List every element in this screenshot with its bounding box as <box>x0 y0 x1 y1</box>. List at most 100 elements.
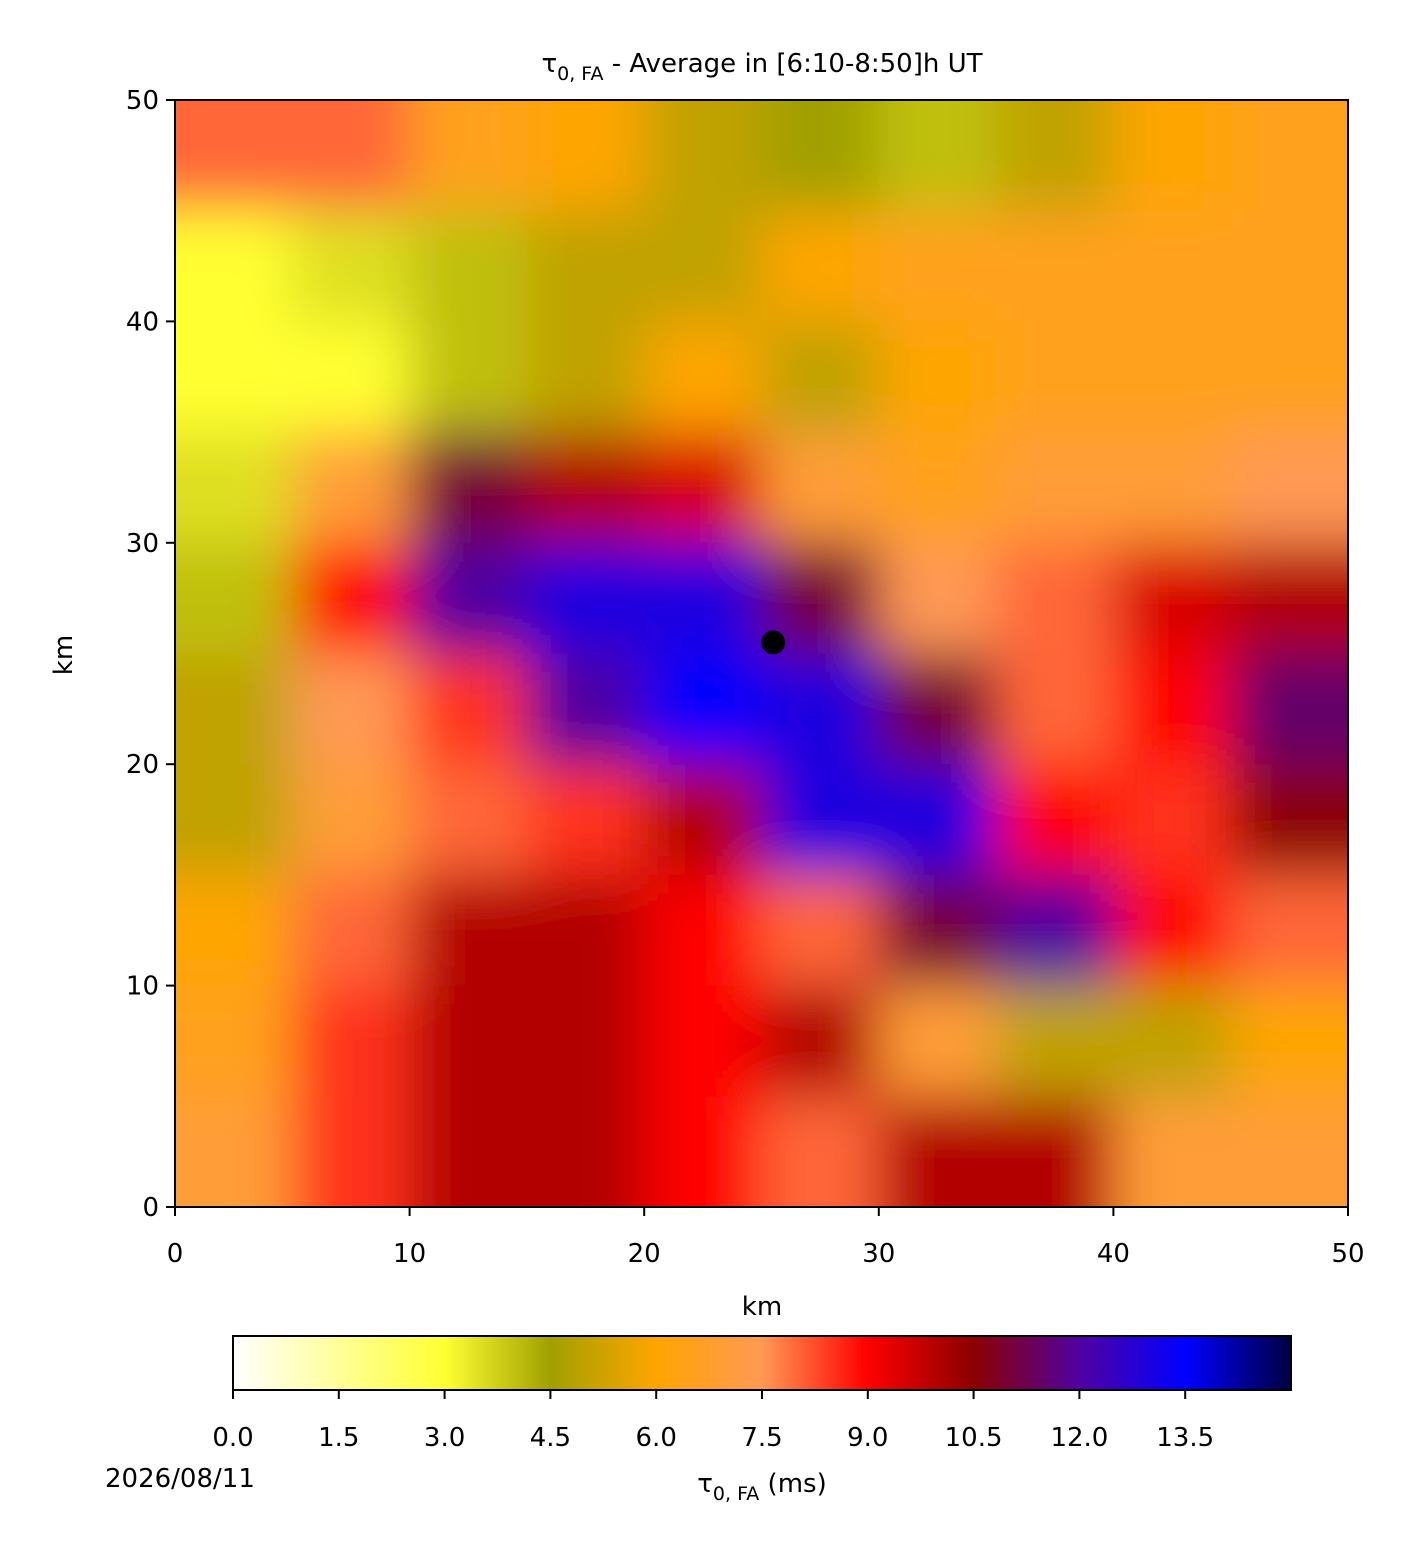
heat-cell <box>1230 321 1348 434</box>
heat-cell <box>996 210 1115 323</box>
heat-cell <box>409 764 528 876</box>
heat-cell <box>175 653 294 766</box>
heat-cell <box>409 985 528 1098</box>
heat-cell <box>409 100 528 212</box>
heat-cell <box>292 653 411 766</box>
heat-cell <box>526 210 646 323</box>
date-label: 2026/08/11 <box>105 1464 255 1494</box>
heat-cell <box>761 653 880 766</box>
heat-cell <box>1230 1096 1348 1207</box>
heat-cell <box>175 542 294 655</box>
y-tick-label: 0 <box>142 1193 159 1223</box>
heat-cell <box>644 985 763 1098</box>
colorbar-tick-label: 9.0 <box>847 1423 888 1453</box>
y-tick-label: 10 <box>126 972 159 1002</box>
heat-cell <box>409 653 528 766</box>
heat-cell <box>292 432 411 544</box>
heat-cell <box>644 432 763 544</box>
heat-cell <box>878 874 998 987</box>
heat-cell <box>1113 100 1232 212</box>
heat-cell <box>1113 542 1232 655</box>
heat-cell <box>175 210 294 323</box>
heat-cell <box>644 321 763 434</box>
heat-cell <box>526 985 646 1098</box>
heat-cell <box>996 985 1115 1098</box>
heat-cell <box>292 764 411 876</box>
heat-cell <box>1113 764 1232 876</box>
heat-cell <box>878 1096 998 1207</box>
heat-cell <box>409 321 528 434</box>
heat-cell <box>409 542 528 655</box>
y-tick-label: 50 <box>126 86 159 116</box>
heat-cell <box>644 210 763 323</box>
heat-cell <box>878 100 998 212</box>
plot-frame <box>174 99 1349 1208</box>
y-tick-label: 20 <box>126 750 159 780</box>
heat-cell <box>996 432 1115 544</box>
heat-cell <box>644 1096 763 1207</box>
heat-cell <box>644 874 763 987</box>
x-axis-label: km <box>742 1292 782 1322</box>
heat-cell <box>526 1096 646 1207</box>
heat-cell <box>644 100 763 212</box>
x-tick-label: 50 <box>1331 1239 1364 1269</box>
heat-cell <box>292 321 411 434</box>
heat-cell <box>1230 432 1348 544</box>
colorbar-tick-label: 6.0 <box>636 1423 677 1453</box>
heat-cell <box>526 542 646 655</box>
colorbar-tick-label: 4.5 <box>530 1423 571 1453</box>
heat-cell <box>1230 653 1348 766</box>
heat-cell <box>1113 1096 1232 1207</box>
heat-cell <box>292 1096 411 1207</box>
colorbar-tick-label: 0.0 <box>212 1423 253 1453</box>
heat-cell <box>1230 100 1348 212</box>
heat-cell <box>1230 210 1348 323</box>
marker <box>761 630 786 655</box>
heat-cell <box>1230 764 1348 876</box>
heat-cell <box>1113 321 1232 434</box>
chart-title: τ0, FA - Average in [6:10-8:50]h UT <box>541 49 982 85</box>
heat-cell <box>292 210 411 323</box>
heat-cell <box>996 764 1115 876</box>
heat-cell <box>878 432 998 544</box>
heat-cell <box>878 985 998 1098</box>
colorbar-label: τ0, FA (ms) <box>697 1469 826 1505</box>
heat-cell <box>1230 985 1348 1098</box>
heat-cell <box>878 542 998 655</box>
heat-cell <box>761 874 880 987</box>
heat-cell <box>1113 432 1232 544</box>
heat-cell <box>526 321 646 434</box>
heat-cell <box>1113 210 1232 323</box>
x-tick-label: 30 <box>862 1239 895 1269</box>
heat-cell <box>175 100 294 212</box>
heat-cell <box>761 100 880 212</box>
heat-cell <box>761 321 880 434</box>
heat-cell <box>292 100 411 212</box>
heat-cell <box>878 321 998 434</box>
colorbar-tick-label: 12.0 <box>1050 1423 1108 1453</box>
heat-cell <box>761 1096 880 1207</box>
x-tick-label: 0 <box>167 1239 184 1269</box>
heat-cell <box>409 874 528 987</box>
heat-cell <box>1230 874 1348 987</box>
heat-cell <box>761 432 880 544</box>
heat-cell <box>878 210 998 323</box>
heat-cell <box>996 542 1115 655</box>
heat-cell <box>175 1096 294 1207</box>
heat-cell <box>292 985 411 1098</box>
heat-cell <box>175 321 294 434</box>
heat-cell <box>526 432 646 544</box>
heat-cell <box>1230 542 1348 655</box>
heat-cell <box>878 653 998 766</box>
heat-cell <box>761 210 880 323</box>
heat-cell <box>996 321 1115 434</box>
heat-cell <box>761 985 880 1098</box>
heat-cell <box>1113 874 1232 987</box>
heat-cell <box>996 1096 1115 1207</box>
x-tick-label: 10 <box>393 1239 426 1269</box>
colorbar <box>232 1335 1292 1391</box>
heat-cell <box>175 432 294 544</box>
heat-cell <box>526 100 646 212</box>
heat-cell <box>175 764 294 876</box>
